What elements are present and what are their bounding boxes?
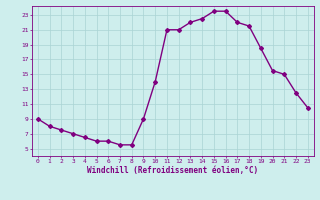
X-axis label: Windchill (Refroidissement éolien,°C): Windchill (Refroidissement éolien,°C) — [87, 166, 258, 175]
